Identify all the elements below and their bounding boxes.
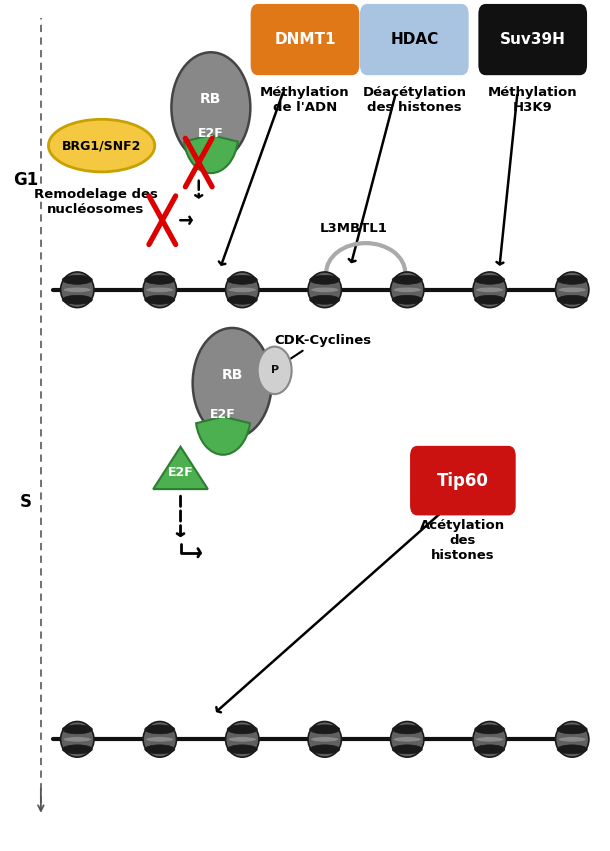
Ellipse shape: [557, 745, 587, 754]
Ellipse shape: [146, 737, 174, 742]
Ellipse shape: [143, 272, 176, 307]
Ellipse shape: [390, 722, 424, 757]
Text: Méthylation
H3K9: Méthylation H3K9: [488, 86, 578, 114]
Text: S: S: [20, 493, 32, 511]
Ellipse shape: [392, 295, 422, 304]
Ellipse shape: [392, 745, 422, 754]
Text: CDK-Cyclines: CDK-Cyclines: [274, 334, 371, 347]
Ellipse shape: [475, 295, 504, 304]
Ellipse shape: [145, 725, 175, 734]
Ellipse shape: [475, 725, 504, 734]
FancyBboxPatch shape: [410, 446, 515, 516]
Circle shape: [193, 328, 271, 438]
Ellipse shape: [227, 745, 257, 754]
Ellipse shape: [473, 272, 506, 307]
Text: Remodelage des
nucléosomes: Remodelage des nucléosomes: [34, 188, 157, 216]
Ellipse shape: [310, 295, 340, 304]
FancyBboxPatch shape: [360, 4, 468, 75]
FancyBboxPatch shape: [478, 4, 587, 75]
Ellipse shape: [557, 725, 587, 734]
Text: Acétylation
des
histones: Acétylation des histones: [420, 519, 506, 562]
Text: E2F: E2F: [168, 465, 193, 478]
Wedge shape: [184, 135, 238, 173]
Ellipse shape: [145, 295, 175, 304]
Text: Méthylation
de l'ADN: Méthylation de l'ADN: [260, 86, 350, 114]
Ellipse shape: [146, 287, 174, 293]
Ellipse shape: [145, 276, 175, 284]
Circle shape: [171, 52, 250, 163]
Polygon shape: [153, 447, 208, 489]
Ellipse shape: [476, 287, 504, 293]
Text: DNMT1: DNMT1: [274, 32, 336, 47]
Text: RB: RB: [200, 92, 221, 106]
Ellipse shape: [392, 276, 422, 284]
Ellipse shape: [60, 272, 94, 307]
Ellipse shape: [62, 725, 92, 734]
Ellipse shape: [227, 295, 257, 304]
Ellipse shape: [308, 722, 342, 757]
Ellipse shape: [227, 276, 257, 284]
Ellipse shape: [392, 725, 422, 734]
Text: Tip60: Tip60: [437, 471, 489, 489]
Ellipse shape: [393, 737, 422, 742]
Text: HDAC: HDAC: [390, 32, 439, 47]
FancyBboxPatch shape: [251, 4, 359, 75]
Ellipse shape: [62, 745, 92, 754]
Text: E2F: E2F: [210, 408, 236, 421]
Circle shape: [257, 346, 292, 394]
Ellipse shape: [473, 722, 506, 757]
Ellipse shape: [475, 276, 504, 284]
Wedge shape: [196, 417, 250, 454]
Ellipse shape: [63, 287, 92, 293]
Text: L3MBTL1: L3MBTL1: [320, 221, 387, 235]
Ellipse shape: [556, 272, 589, 307]
Ellipse shape: [475, 745, 504, 754]
Ellipse shape: [556, 722, 589, 757]
Ellipse shape: [226, 722, 259, 757]
Ellipse shape: [558, 287, 586, 293]
Ellipse shape: [393, 287, 422, 293]
Ellipse shape: [310, 287, 339, 293]
Text: Déacétylation
des histones: Déacétylation des histones: [362, 86, 466, 114]
Text: P: P: [271, 365, 279, 375]
Ellipse shape: [48, 119, 155, 172]
Ellipse shape: [60, 722, 94, 757]
Ellipse shape: [557, 295, 587, 304]
Ellipse shape: [558, 737, 586, 742]
Ellipse shape: [228, 737, 256, 742]
Ellipse shape: [62, 295, 92, 304]
Text: G1: G1: [13, 170, 38, 189]
Text: Suv39H: Suv39H: [500, 32, 565, 47]
Ellipse shape: [226, 272, 259, 307]
Ellipse shape: [62, 276, 92, 284]
Ellipse shape: [228, 287, 256, 293]
Ellipse shape: [310, 725, 340, 734]
Ellipse shape: [557, 276, 587, 284]
Ellipse shape: [390, 272, 424, 307]
Text: E2F: E2F: [198, 127, 224, 140]
Ellipse shape: [310, 276, 340, 284]
Ellipse shape: [145, 745, 175, 754]
Ellipse shape: [310, 737, 339, 742]
Ellipse shape: [308, 272, 342, 307]
Ellipse shape: [143, 722, 176, 757]
Ellipse shape: [476, 737, 504, 742]
Text: BRG1/SNF2: BRG1/SNF2: [62, 139, 142, 152]
Ellipse shape: [310, 745, 340, 754]
Ellipse shape: [63, 737, 92, 742]
Ellipse shape: [227, 725, 257, 734]
Text: RB: RB: [221, 368, 243, 381]
